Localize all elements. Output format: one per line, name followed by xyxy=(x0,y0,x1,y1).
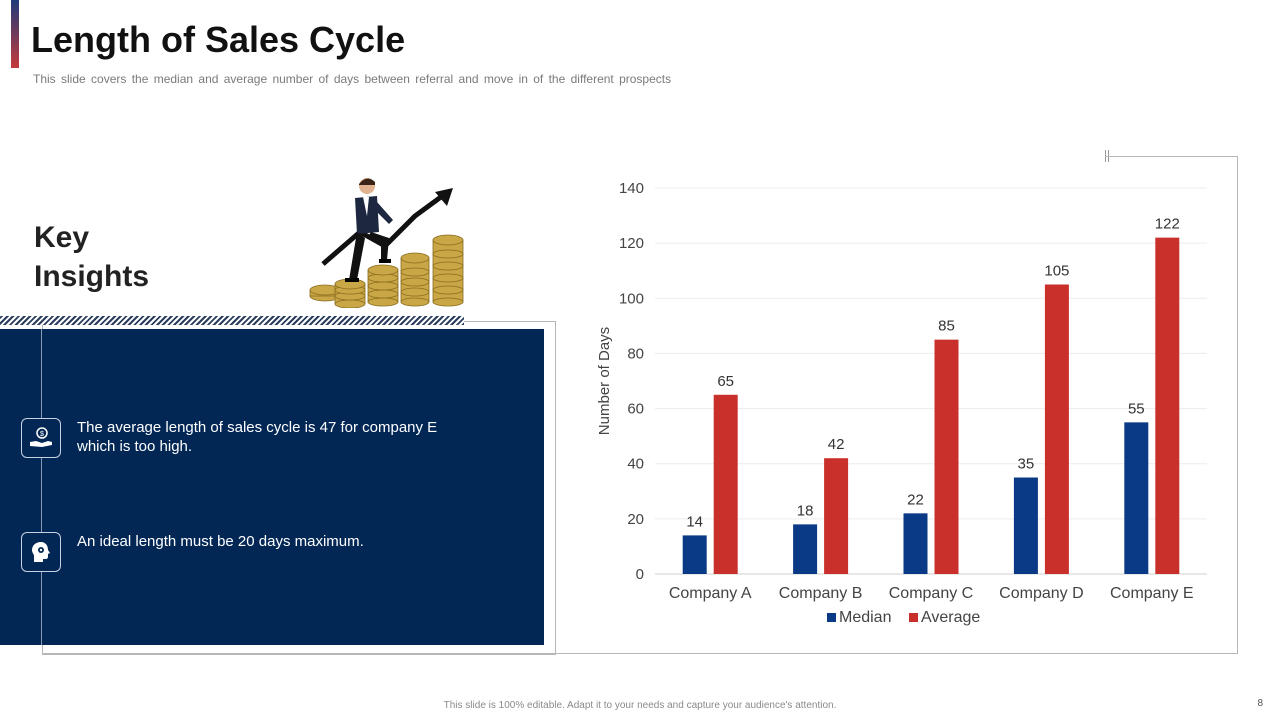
slide-footer: This slide is 100% editable. Adapt it to… xyxy=(443,700,837,711)
x-tick-label: Company B xyxy=(779,585,863,602)
insight-text: The average length of sales cycle is 47 … xyxy=(77,419,438,455)
page-number: 8 xyxy=(1257,698,1263,709)
bar-average xyxy=(713,394,738,574)
timeline-line xyxy=(41,329,42,645)
y-tick-label: 80 xyxy=(627,345,644,362)
y-axis-label: Number of Days xyxy=(596,327,613,435)
bar-median xyxy=(793,524,818,574)
insight-item: An ideal length must be 20 days maximum. xyxy=(21,532,501,572)
bar-average xyxy=(934,339,959,574)
y-tick-label: 120 xyxy=(619,235,644,252)
slide-title: Length of Sales Cycle xyxy=(31,19,406,60)
svg-text:$: $ xyxy=(40,431,44,438)
data-label: 22 xyxy=(907,491,924,508)
sales-cycle-chart: 0 20 40 60 80 100 120 140 Number of Days 14 65 Comp… xyxy=(596,180,1207,626)
x-tick-label: Company C xyxy=(889,585,973,602)
x-tick-label: Company D xyxy=(999,585,1083,602)
data-label: 18 xyxy=(797,502,814,519)
data-label: 42 xyxy=(828,436,845,453)
y-tick-label: 0 xyxy=(636,566,644,583)
y-tick-label: 40 xyxy=(627,456,644,473)
insight-item: $ The average length of sales cycle is 4… xyxy=(21,418,501,458)
head-gear-icon xyxy=(21,532,61,572)
y-tick-label: 60 xyxy=(627,401,644,418)
insights-panel xyxy=(0,329,544,645)
data-label: 14 xyxy=(686,513,703,530)
data-label: 65 xyxy=(717,373,734,390)
slide-subtitle: This slide covers the median and average… xyxy=(33,72,672,86)
data-label: 85 xyxy=(938,318,955,335)
hatch-divider xyxy=(0,316,464,325)
x-tick-label: Company A xyxy=(669,585,752,602)
data-label: 35 xyxy=(1018,456,1035,473)
y-tick-label: 100 xyxy=(619,290,644,307)
bar-median xyxy=(903,513,928,574)
bar-median xyxy=(1013,477,1038,574)
y-tick-label: 20 xyxy=(627,511,644,528)
bar-average xyxy=(1044,284,1069,574)
title-accent-bar xyxy=(11,0,19,68)
bar-median xyxy=(682,535,707,574)
y-tick-label: 140 xyxy=(619,180,644,197)
bar-median xyxy=(1124,422,1149,574)
bar-average xyxy=(824,458,849,574)
money-hand-icon: $ xyxy=(21,418,61,458)
data-label: 105 xyxy=(1044,263,1069,280)
legend-label: Average xyxy=(921,609,980,626)
businessman-climbing-coins-icon xyxy=(309,178,464,308)
x-tick-label: Company E xyxy=(1110,585,1194,602)
data-label: 55 xyxy=(1128,400,1145,417)
key-insights-heading: Key Insights xyxy=(34,221,150,293)
data-label: 122 xyxy=(1155,216,1180,233)
insight-text: An ideal length must be 20 days maximum. xyxy=(77,533,364,550)
legend-label: Median xyxy=(839,609,891,626)
legend-swatch xyxy=(909,613,918,622)
bar-average xyxy=(1155,237,1180,574)
legend-swatch xyxy=(827,613,836,622)
